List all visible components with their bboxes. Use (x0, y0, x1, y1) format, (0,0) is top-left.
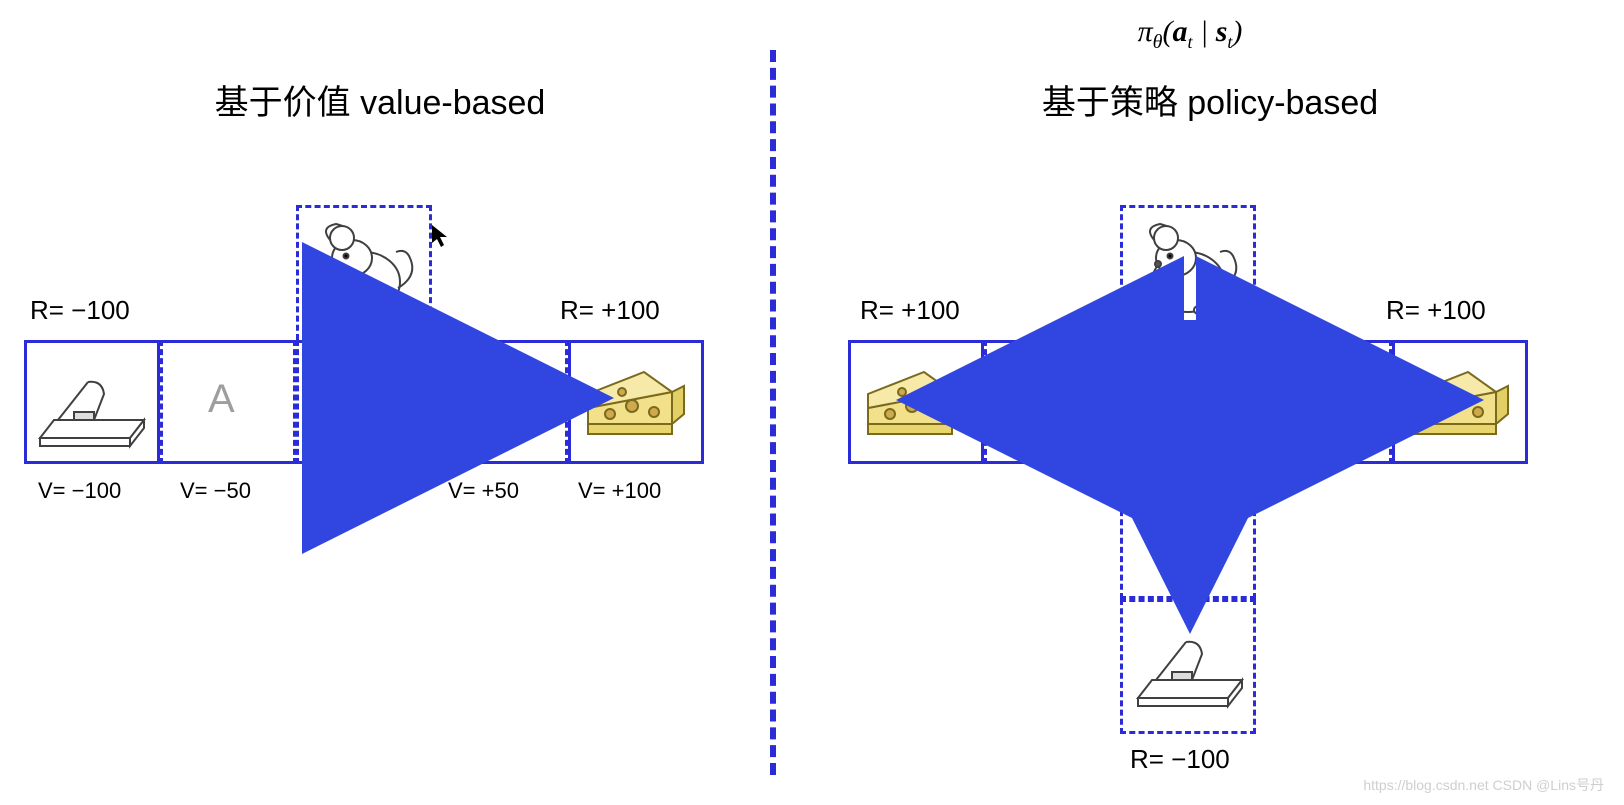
left-title: 基于价值 value-based (130, 75, 630, 124)
cheese-icon (580, 362, 692, 452)
r-reward-left: R= +100 (860, 295, 960, 326)
right-title: 基于策略 policy-based (960, 75, 1460, 124)
mouse-icon (306, 218, 422, 334)
cheese-icon-left (860, 362, 972, 452)
cell-label-a: A (208, 377, 235, 422)
v1: V= −50 (180, 478, 251, 504)
arrow-right (340, 320, 520, 420)
v3: V= +50 (448, 478, 519, 504)
left-reward-right: R= +100 (560, 295, 660, 326)
right-panel: πθ(at | st) 基于策略 policy-based R= +100 R=… (770, 0, 1624, 805)
v4: V= +100 (578, 478, 661, 504)
mouse-icon-r (1130, 218, 1246, 334)
r-reward-bottom: R= −100 (1130, 744, 1230, 775)
left-reward-left: R= −100 (30, 295, 130, 326)
v2: V= 0 (320, 478, 366, 504)
cheese-icon-right (1404, 362, 1516, 452)
v0: V= −100 (38, 478, 121, 504)
trap-icon (34, 360, 150, 454)
trap-icon-r (1132, 620, 1248, 714)
left-panel: 基于价值 value-based R= −100 R= +100 A B C V… (0, 0, 770, 805)
policy-formula: πθ(at | st) (1030, 15, 1350, 54)
watermark: https://blog.csdn.net CSDN @Lins号丹 (1363, 775, 1604, 795)
cursor-icon (432, 225, 448, 247)
arrows-policy (970, 320, 1410, 540)
